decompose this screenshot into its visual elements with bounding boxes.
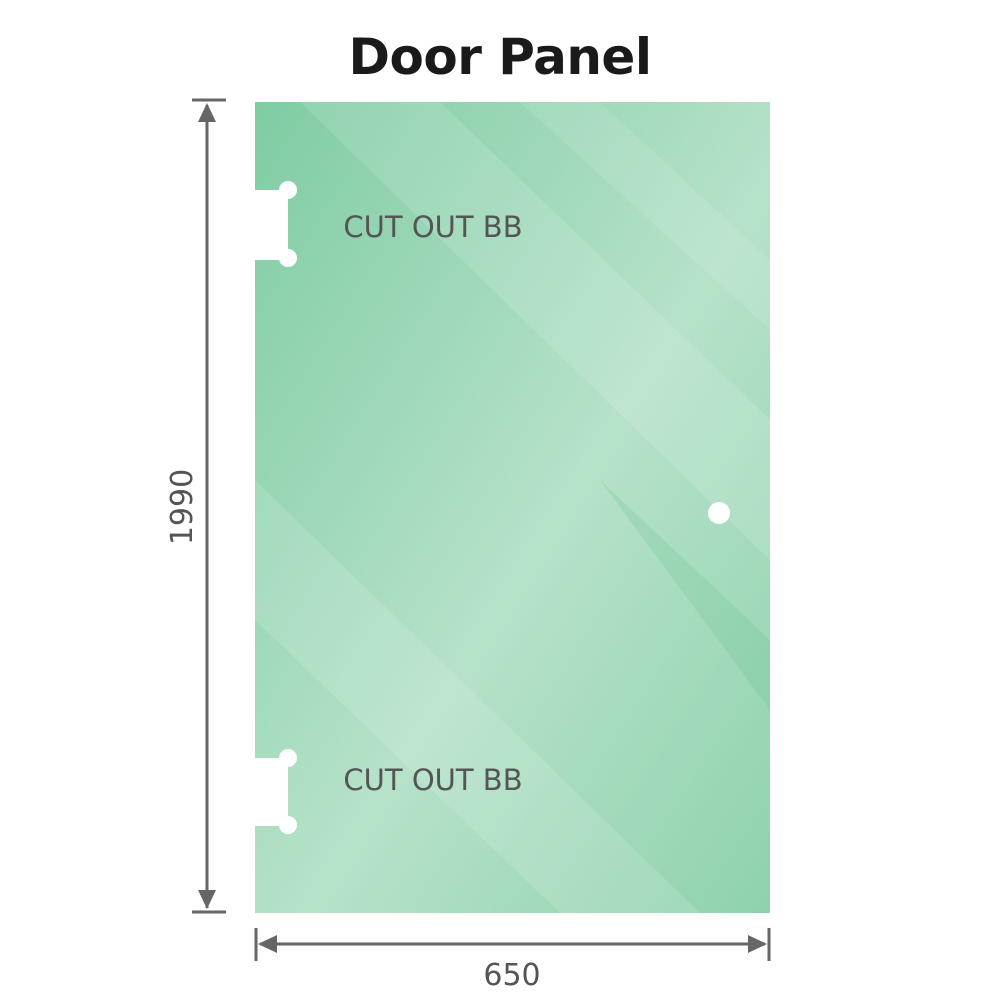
glass-reflection: [300, 102, 770, 560]
width-label: 650: [483, 958, 540, 993]
height-dimension-line: [192, 98, 226, 914]
glass-reflection: [255, 480, 700, 913]
width-dimension-line: [254, 928, 771, 961]
cutout-bottom: [250, 749, 297, 834]
glass-reflection: [600, 480, 770, 710]
cutout-top: [250, 181, 297, 267]
height-label: 1990: [165, 469, 200, 545]
diagram-title: Door Panel: [348, 28, 652, 86]
glass-panel: [255, 102, 770, 913]
cutout-label-bottom: CUT OUT BB: [343, 763, 522, 797]
handle-hole: [708, 502, 730, 524]
cutout-label-top: CUT OUT BB: [343, 210, 522, 244]
glass-reflection: [520, 102, 770, 330]
